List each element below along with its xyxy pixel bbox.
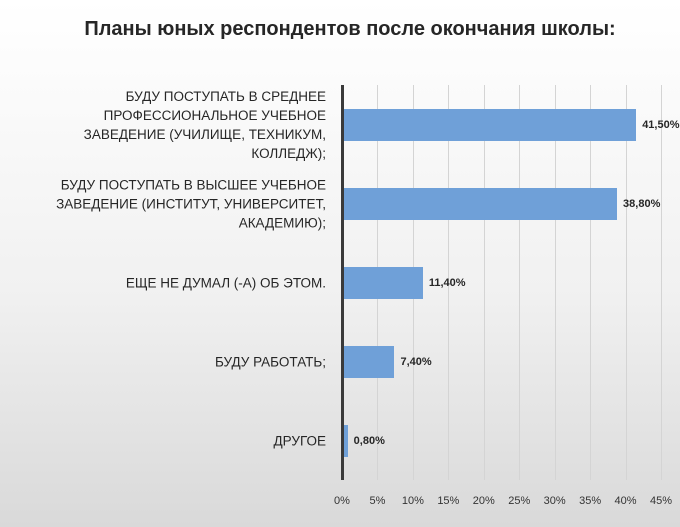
bar [343,108,637,141]
x-tick-label: 35% [579,495,602,507]
gridline [519,85,521,480]
data-label: 41,50% [642,118,680,131]
x-tick-label: 0% [334,495,350,507]
x-tick-label: 40% [614,495,637,507]
x-tick-label: 30% [543,495,566,507]
gridline [625,85,627,480]
category-label: ЕЩЕ НЕ ДУМАЛ (-А) ОБ ЭТОМ. [125,275,326,290]
data-label: 7,40% [400,355,432,368]
category-label: ДРУГОЕ [273,433,326,448]
gridline [448,85,450,480]
category-label: БУДУ РАБОТАТЬ; [214,354,326,369]
bar [343,266,423,299]
chart-title: Планы юных респондентов после окончания … [84,18,616,40]
bar [343,424,348,457]
x-tick-label: 5% [369,495,386,507]
y-axis-line [341,85,344,480]
data-label: 0,80% [353,434,385,447]
data-label: 38,80% [623,197,661,210]
x-tick-label: 20% [472,495,495,507]
gridline [661,85,662,480]
data-label: 11,40% [428,276,466,289]
x-tick-label: 25% [508,495,531,507]
gridline [590,85,592,480]
x-tick-label: 10% [401,495,424,507]
bar [343,187,618,220]
x-tick-label: 15% [437,495,460,507]
bar [343,345,395,378]
gridline [554,85,556,480]
gridline [483,85,485,480]
category-label: БУДУ ПОСТУПАТЬ В СРЕДНЕЕ ПРОФЕССИОНАЛЬНО… [83,88,326,161]
category-label: БУДУ ПОСТУПАТЬ В ВЫСШЕЕ УЧЕБНОЕ ЗАВЕДЕНИ… [56,177,326,230]
x-tick-label: 45% [649,495,673,507]
